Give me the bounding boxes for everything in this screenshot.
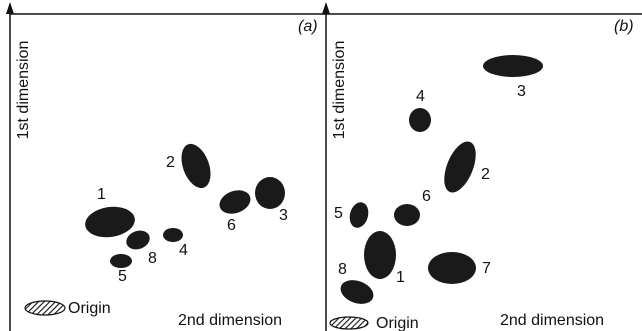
- panel-a: (a) 1st dimension 2nd dimension Origin 1…: [6, 2, 320, 331]
- panel-label: (b): [614, 18, 634, 35]
- spot-label: 4: [179, 242, 188, 259]
- spot: [438, 137, 482, 197]
- spot-label: 2: [481, 166, 490, 183]
- spot-label: 5: [118, 268, 127, 285]
- spot: [255, 177, 285, 209]
- spot: [364, 231, 396, 279]
- spot: [163, 228, 183, 242]
- spot: [409, 108, 431, 132]
- origin-mark: [330, 317, 368, 329]
- spot: [394, 204, 420, 226]
- spot: [428, 252, 476, 284]
- spot: [337, 276, 376, 308]
- spot: [176, 140, 216, 192]
- y-axis-label: 1st dimension: [15, 41, 32, 140]
- spot: [124, 227, 153, 252]
- spot-label: 1: [396, 269, 405, 286]
- spot-label: 6: [422, 188, 431, 205]
- origin-label: Origin: [68, 300, 111, 317]
- spot-label: 3: [517, 83, 526, 100]
- x-axis-label: 2nd dimension: [500, 312, 604, 329]
- spot: [83, 204, 137, 241]
- spot-label: 1: [97, 186, 106, 203]
- spot-label: 8: [148, 250, 157, 267]
- diagram: (a) 1st dimension 2nd dimension Origin 1…: [0, 0, 642, 331]
- spot: [110, 254, 132, 268]
- x-axis-label: 2nd dimension: [178, 312, 282, 329]
- spot-label: 3: [279, 207, 288, 224]
- origin-mark: [25, 301, 65, 315]
- panel-label: (a): [298, 18, 318, 35]
- axis-arrow: [6, 2, 14, 14]
- spot-label: 6: [227, 217, 236, 234]
- spot-label: 8: [338, 261, 347, 278]
- axis-arrow: [322, 2, 330, 14]
- origin-label: Origin: [376, 315, 419, 331]
- spot: [216, 186, 254, 218]
- y-axis-label: 1st dimension: [331, 41, 348, 140]
- spot-label: 5: [334, 205, 343, 222]
- spot-label: 2: [166, 154, 175, 171]
- panel-b: (b) 1st dimension 2nd dimension Origin 3…: [320, 2, 642, 331]
- spot-label: 7: [482, 260, 491, 277]
- spot: [483, 55, 543, 77]
- spot-label: 4: [416, 88, 425, 105]
- spot: [347, 200, 371, 230]
